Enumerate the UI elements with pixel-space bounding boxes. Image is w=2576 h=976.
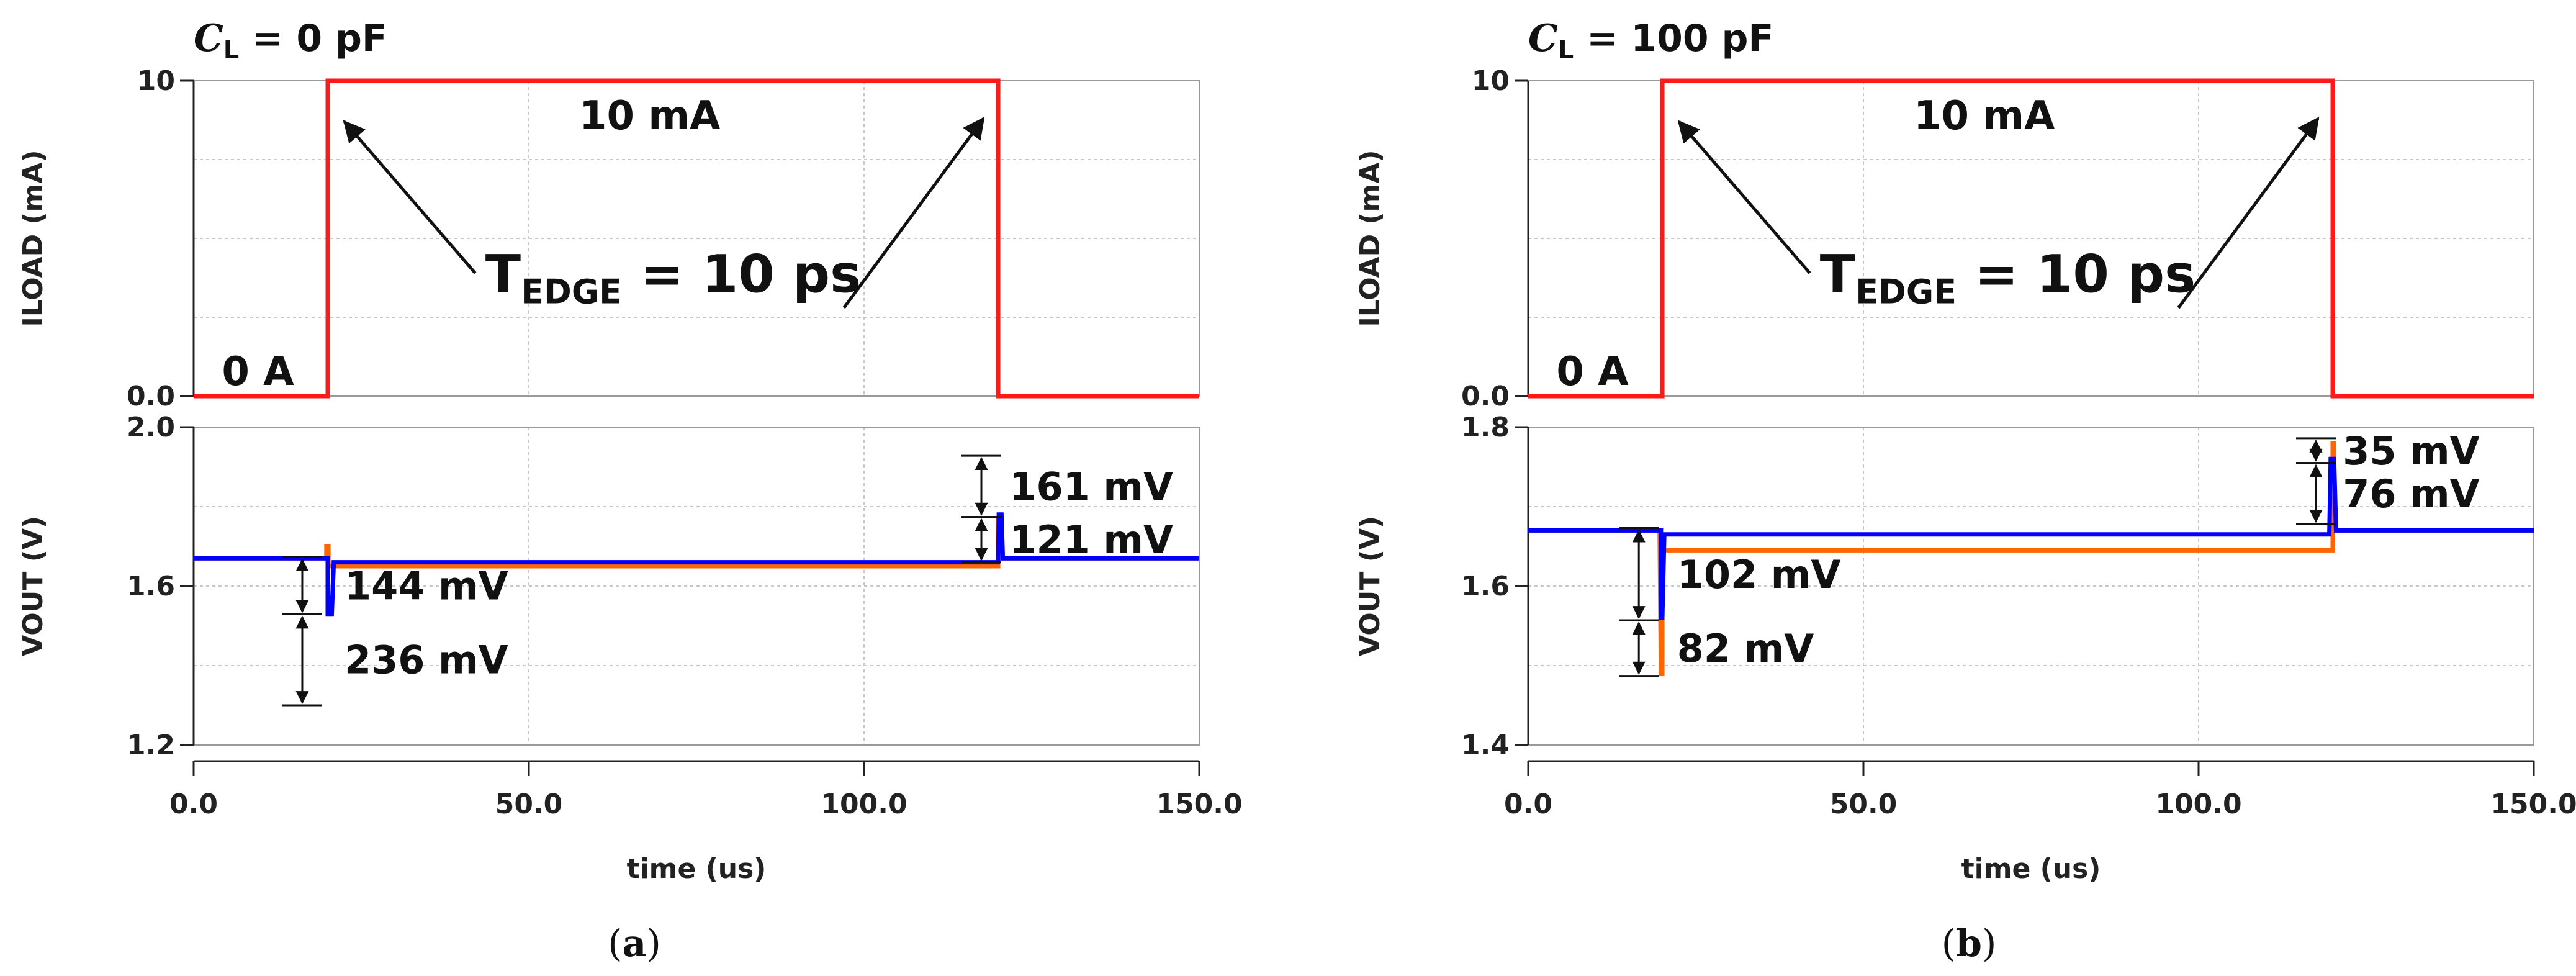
capacitance-subscript: L — [223, 36, 240, 65]
tedge-rest: = 10 ps — [622, 243, 861, 304]
vout-y-tick-label: 1.6 — [127, 571, 175, 602]
vout-y-title: VOUT (V) — [17, 516, 49, 656]
tedge-main: T — [485, 243, 521, 304]
iload-y-tick-label: 10 — [137, 65, 175, 97]
iload-y-tick-label: 10 — [1472, 65, 1510, 97]
droop-label: 121 mV — [1009, 517, 1173, 563]
caption-letter: b — [1956, 922, 1982, 965]
vout-y-tick-label: 2.0 — [127, 412, 175, 443]
vout-y-tick-label: 1.6 — [1461, 571, 1510, 602]
vout-y-title: VOUT (V) — [1354, 516, 1386, 656]
droop-label: 144 mV — [345, 563, 508, 608]
tedge-sub: EDGE — [521, 272, 622, 311]
droop-label: 76 mV — [2343, 471, 2479, 517]
iload-high-label: 10 mA — [579, 93, 721, 139]
panel-caption: (a) — [608, 922, 661, 965]
iload-y-title: ILOAD (mA) — [17, 150, 49, 327]
iload-series-iload — [194, 78, 1199, 399]
x-tick-label: 0.0 — [169, 788, 218, 820]
tedge-arrow-falling — [842, 117, 985, 309]
tedge-arrow-falling — [2177, 117, 2320, 309]
iload-high-label: 10 mA — [1914, 93, 2055, 139]
vout-y-tick-label: 1.4 — [1461, 730, 1510, 761]
capacitance-subscript: L — [1558, 36, 1574, 65]
x-tick-label: 100.0 — [2155, 788, 2241, 820]
capacitance-symbol: C — [1528, 17, 1558, 60]
iload-y-tick-label: 0.0 — [1461, 381, 1510, 412]
panel-caption: (b) — [1942, 922, 1997, 965]
droop-label: 35 mV — [2343, 428, 2479, 474]
caption-letter: a — [623, 922, 647, 965]
droop-label: 102 mV — [1677, 552, 1841, 597]
panel-a: CL = 0 pF 0.0 10 ILOAD (mA) 0 A 10 mA TEDGE = … — [17, 17, 1243, 965]
x-tick-label: 0.0 — [1504, 788, 1552, 820]
iload-y-title: ILOAD (mA) — [1354, 150, 1386, 327]
droop-label: 82 mV — [1677, 626, 1814, 671]
caption-open: ( — [608, 922, 622, 965]
x-tick-label: 100.0 — [821, 788, 907, 820]
iload-zero-label: 0 A — [1556, 349, 1629, 395]
droop-label: 236 mV — [345, 638, 508, 683]
x-axis-title: time (us) — [1961, 853, 2101, 885]
capacitance-label: CL = 100 pF — [1528, 17, 1773, 65]
caption-close: ) — [646, 922, 660, 965]
vout-series-vout--blue- — [1528, 456, 2534, 620]
caption-close: ) — [1982, 922, 1996, 965]
droop-label: 161 mV — [1009, 464, 1173, 509]
x-axis-title: time (us) — [627, 853, 767, 885]
tedge-label: TEDGE = 10 ps — [485, 243, 861, 311]
x-tick-label: 50.0 — [495, 788, 563, 820]
vout-series-vout--blue- — [194, 512, 1199, 617]
iload-series-iload — [1528, 78, 2534, 399]
tedge-arrow-rising — [343, 120, 477, 274]
tedge-arrow-rising — [1677, 120, 1811, 274]
iload-y-tick-label: 0.0 — [127, 381, 175, 412]
tedge-main: T — [1820, 243, 1855, 304]
tedge-rest: = 10 ps — [1957, 243, 2195, 304]
capacitance-value: = 100 pF — [1574, 17, 1773, 60]
x-tick-label: 50.0 — [1830, 788, 1898, 820]
capacitance-value: = 0 pF — [239, 17, 387, 60]
tedge-sub: EDGE — [1855, 272, 1957, 311]
caption-open: ( — [1942, 922, 1956, 965]
vout-y-tick-label: 1.8 — [1461, 412, 1510, 443]
vout-y-tick-label: 1.2 — [127, 730, 175, 761]
iload-zero-label: 0 A — [222, 349, 294, 395]
tedge-label: TEDGE = 10 ps — [1820, 243, 2195, 311]
capacitance-symbol: C — [194, 17, 223, 60]
x-tick-label: 150.0 — [2490, 788, 2576, 820]
panel-b: CL = 100 pF 0.0 10 ILOAD (mA) 0 A 10 mA TEDGE … — [1354, 17, 2576, 965]
x-tick-label: 150.0 — [1156, 788, 1242, 820]
capacitance-label: CL = 0 pF — [194, 17, 387, 65]
